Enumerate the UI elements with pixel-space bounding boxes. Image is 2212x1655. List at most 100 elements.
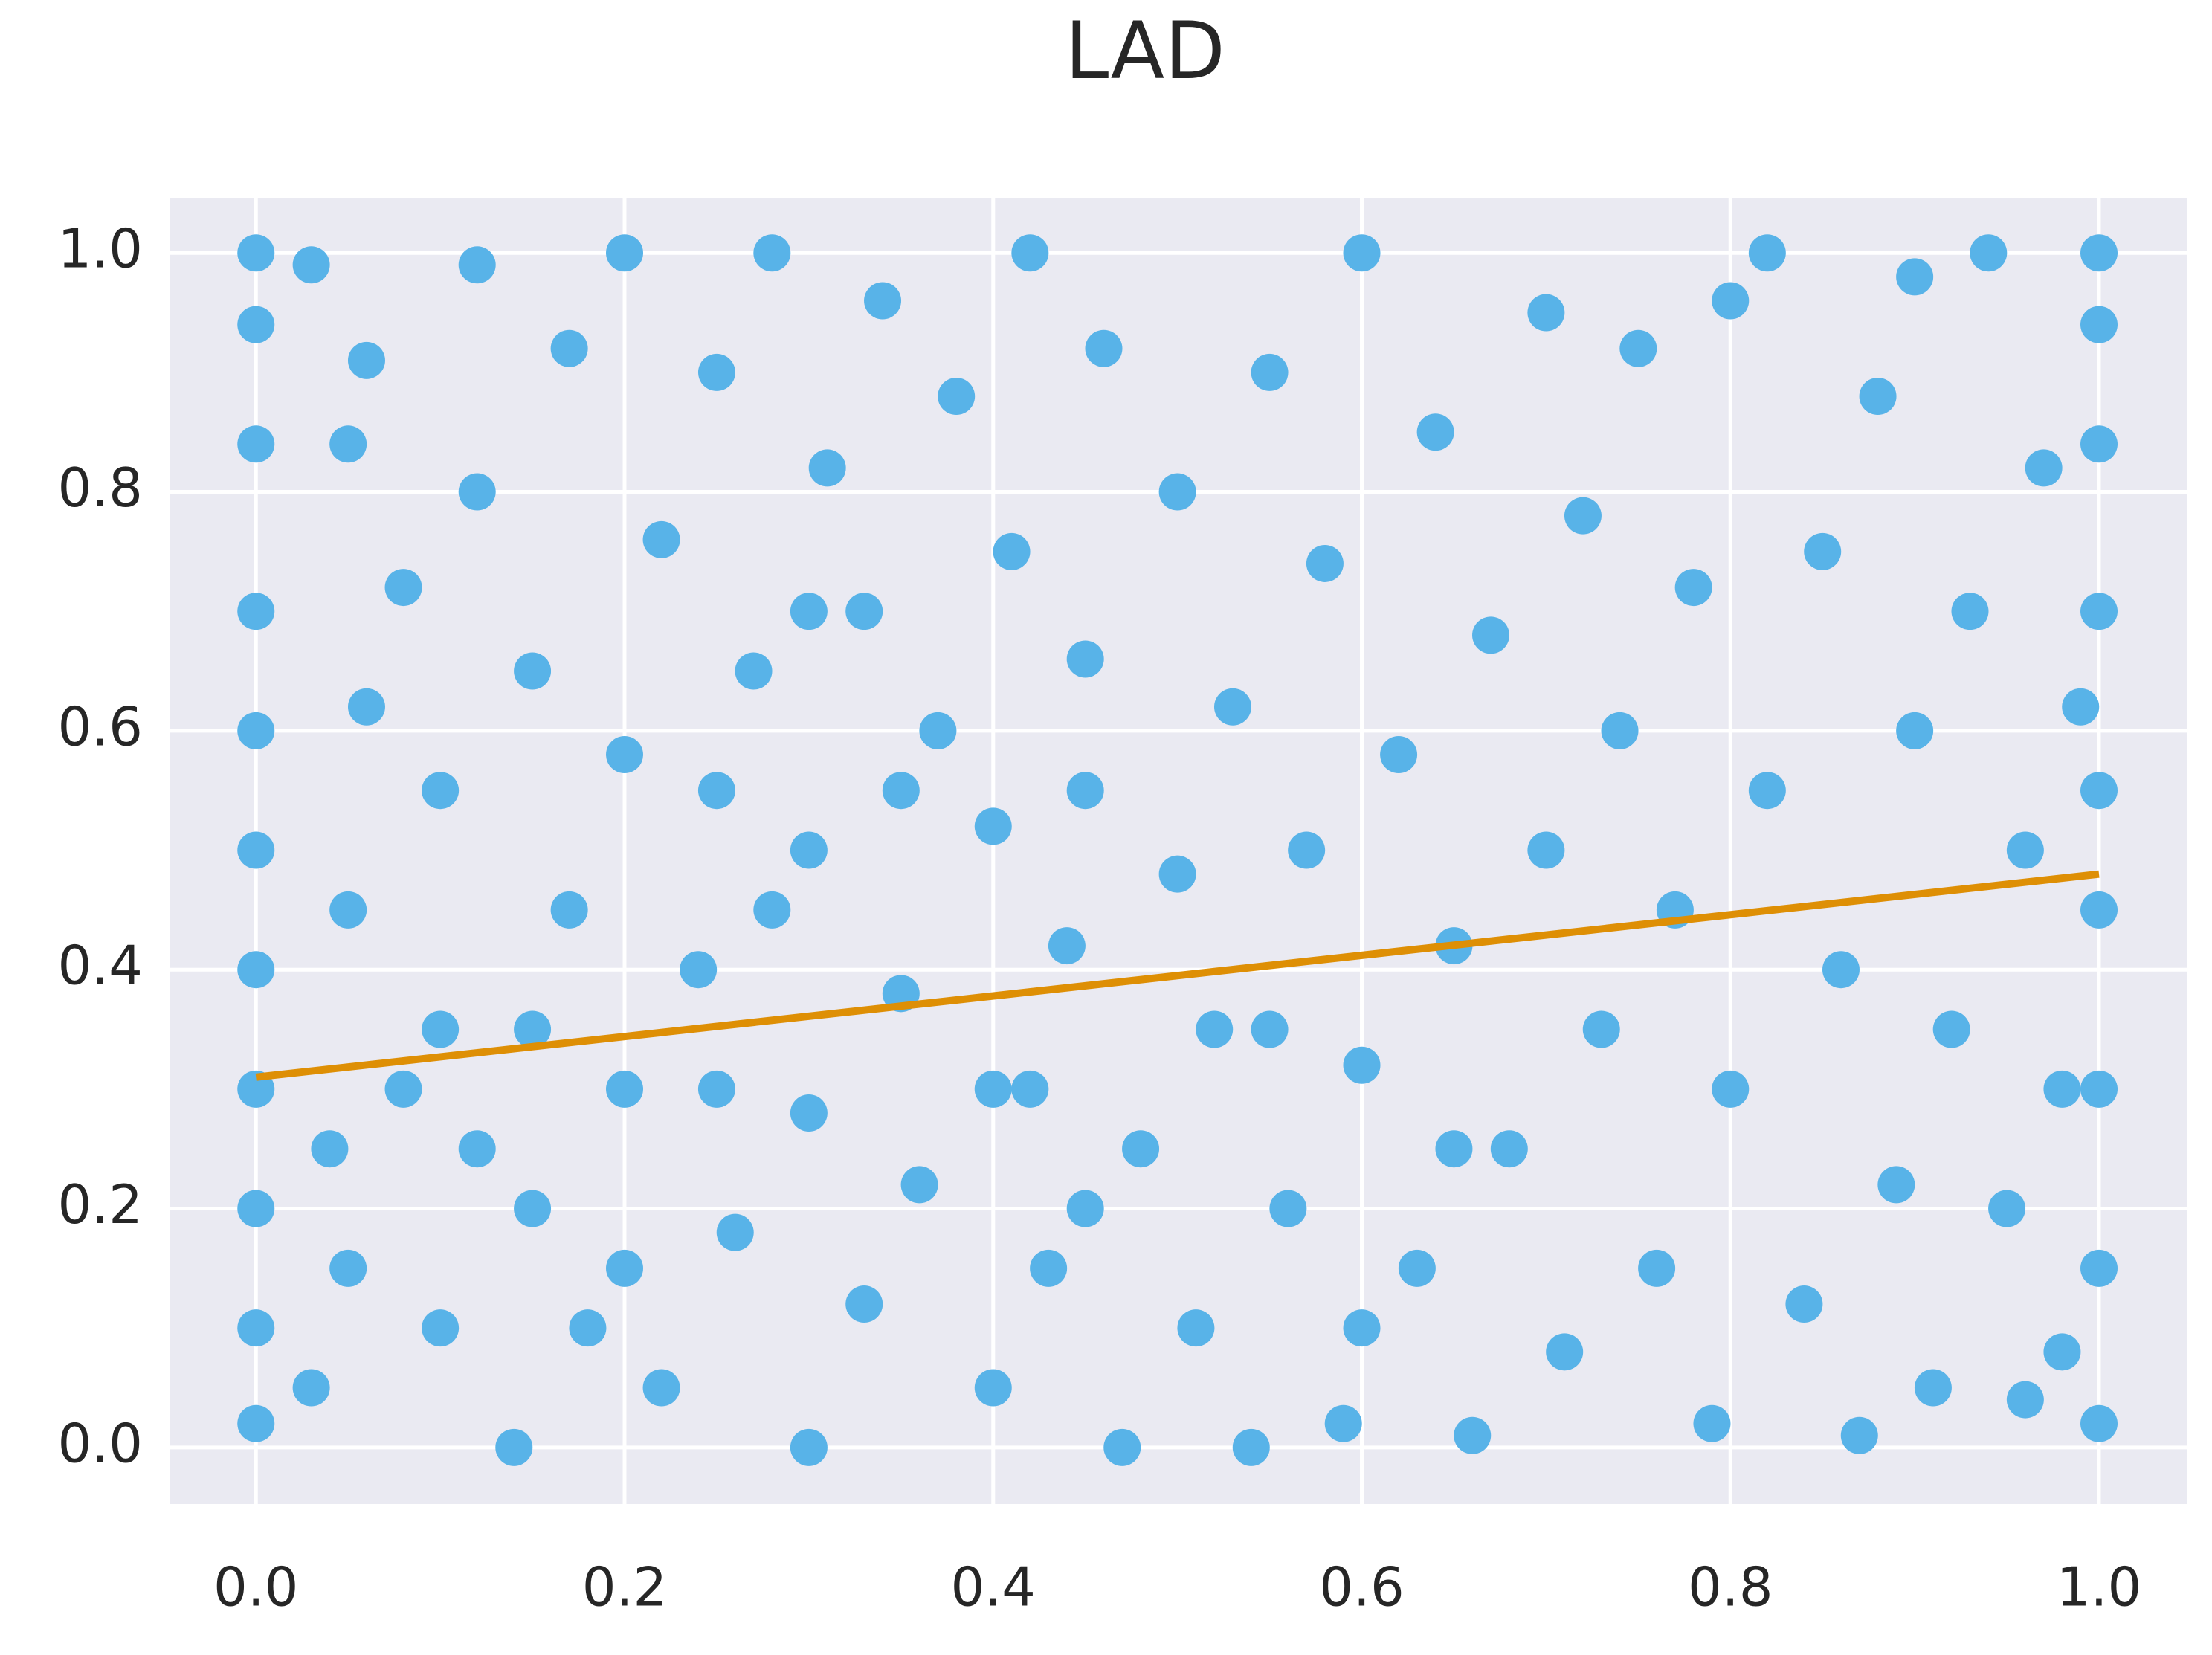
- scatter-point: [1951, 593, 1989, 630]
- scatter-point: [1085, 329, 1123, 367]
- scatter-point: [1232, 1428, 1270, 1466]
- scatter-point: [514, 652, 552, 690]
- scatter-point: [495, 1428, 533, 1466]
- scatter-point: [237, 712, 275, 749]
- scatter-point: [514, 1010, 552, 1048]
- scatter-point: [1177, 1309, 1215, 1347]
- scatter-point: [1840, 1416, 1878, 1454]
- scatter-point: [1785, 1285, 1823, 1323]
- scatter-point: [2080, 306, 2118, 343]
- scatter-point: [1877, 1166, 1915, 1204]
- scatter-point: [2080, 593, 2118, 630]
- scatter-point: [384, 1070, 422, 1108]
- scatter-point: [974, 1070, 1012, 1108]
- scatter-point: [1435, 1130, 1473, 1168]
- scatter-point: [384, 569, 422, 607]
- scatter-point: [422, 1010, 460, 1048]
- scatter-point: [882, 772, 920, 810]
- scatter-point: [606, 1249, 644, 1287]
- scatter-point: [1213, 688, 1251, 726]
- scatter-point: [1859, 378, 1897, 416]
- scatter-point: [1288, 831, 1326, 869]
- scatter-point: [1398, 1249, 1436, 1287]
- scatter-point: [1490, 1130, 1528, 1168]
- scatter-point: [237, 425, 275, 463]
- scatter-point: [1932, 1010, 1970, 1048]
- scatter-point: [1914, 1369, 1952, 1407]
- fit-line: [255, 870, 2100, 1081]
- scatter-point: [550, 329, 588, 367]
- scatter-point: [2080, 891, 2118, 929]
- scatter-point: [1343, 1309, 1381, 1347]
- scatter-point: [790, 831, 828, 869]
- scatter-point: [697, 772, 735, 810]
- scatter-point: [237, 951, 275, 989]
- scatter-point: [1343, 234, 1381, 272]
- scatter-point: [1527, 831, 1565, 869]
- scatter-point: [1527, 294, 1565, 332]
- scatter-point: [1251, 1010, 1289, 1048]
- scatter-point: [1158, 473, 1196, 511]
- scatter-point: [1343, 1046, 1381, 1084]
- scatter-point: [790, 593, 828, 630]
- scatter-point: [1269, 1190, 1307, 1227]
- scatter-point: [993, 532, 1031, 570]
- scatter-point: [1601, 712, 1639, 749]
- scatter-point: [790, 1428, 828, 1466]
- scatter-point: [237, 306, 275, 343]
- scatter-point: [1748, 772, 1786, 810]
- scatter-point: [1158, 855, 1196, 893]
- scatter-point: [642, 1369, 680, 1407]
- scatter-point: [974, 1369, 1012, 1407]
- scatter-point: [790, 1094, 828, 1132]
- scatter-point: [753, 891, 791, 929]
- scatter-point: [606, 736, 644, 774]
- scatter-point: [1674, 569, 1712, 607]
- scatter-point: [1988, 1190, 2026, 1227]
- scatter-point: [1011, 234, 1049, 272]
- y-tick-label: 0.6: [57, 695, 143, 758]
- scatter-point: [974, 807, 1012, 845]
- plot-area: [170, 198, 2187, 1504]
- scatter-point: [2080, 1404, 2118, 1442]
- scatter-point: [2080, 1249, 2118, 1287]
- scatter-point: [845, 1285, 883, 1323]
- scatter-point: [1066, 772, 1104, 810]
- scatter-point: [1822, 951, 1860, 989]
- scatter-point: [1712, 282, 1750, 320]
- x-tick-label: 0.4: [950, 1556, 1036, 1619]
- scatter-point: [1896, 712, 1934, 749]
- scatter-point: [2043, 1070, 2081, 1108]
- scatter-point: [237, 234, 275, 272]
- scatter-point: [900, 1166, 938, 1204]
- scatter-point: [2080, 425, 2118, 463]
- scatter-point: [697, 1070, 735, 1108]
- scatter-point: [1748, 234, 1786, 272]
- scatter-point: [2062, 688, 2100, 726]
- scatter-point: [2006, 831, 2044, 869]
- scatter-point: [2025, 449, 2063, 487]
- x-tick-label: 1.0: [2057, 1556, 2142, 1619]
- scatter-point: [347, 688, 385, 726]
- x-tick-label: 0.0: [213, 1556, 299, 1619]
- scatter-point: [292, 246, 330, 284]
- scatter-point: [1896, 258, 1934, 296]
- scatter-point: [1306, 544, 1344, 582]
- x-tick-label: 0.8: [1688, 1556, 1773, 1619]
- scatter-point: [2080, 234, 2118, 272]
- scatter-point: [569, 1309, 607, 1347]
- scatter-point: [1380, 736, 1418, 774]
- scatter-point: [422, 1309, 460, 1347]
- scatter-point: [1066, 640, 1104, 678]
- scatter-point: [716, 1213, 754, 1251]
- y-tick-label: 0.2: [57, 1173, 143, 1236]
- scatter-point: [1048, 927, 1086, 965]
- scatter-point: [1011, 1070, 1049, 1108]
- scatter-point: [938, 378, 976, 416]
- x-tick-label: 0.6: [1319, 1556, 1405, 1619]
- scatter-point: [1619, 329, 1657, 367]
- scatter-point: [1122, 1130, 1160, 1168]
- scatter-point: [514, 1190, 552, 1227]
